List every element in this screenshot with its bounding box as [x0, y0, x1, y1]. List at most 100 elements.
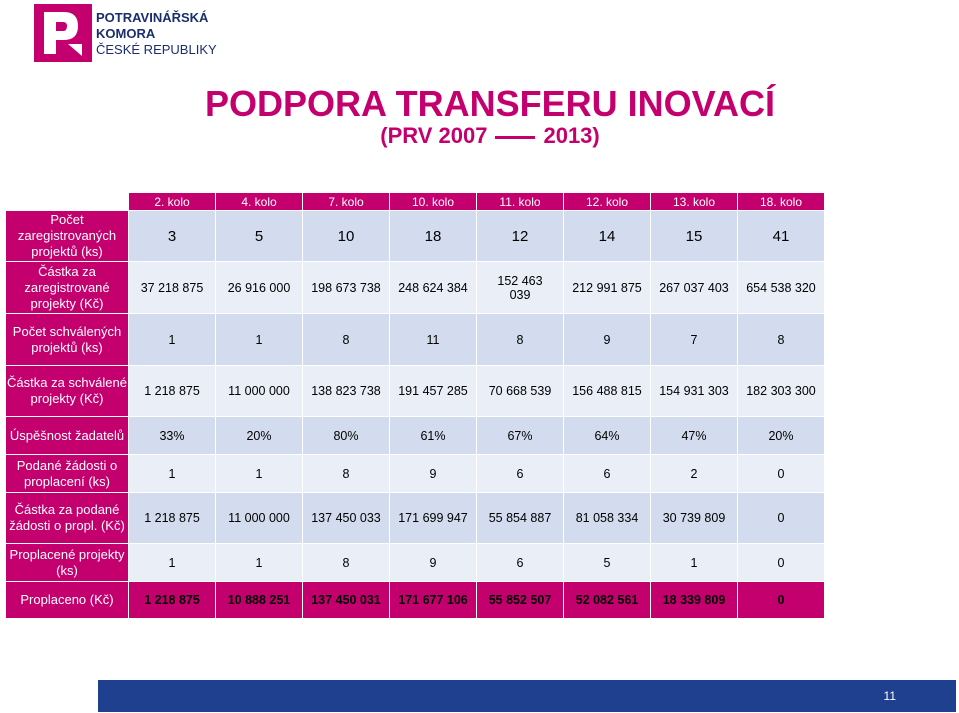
- table-total-row: Proplaceno (Kč) 1 218 875 10 888 251 137…: [5, 581, 825, 619]
- total-cell: 171 677 106: [389, 581, 477, 619]
- potravinarska-komora-logo-icon: [34, 4, 92, 62]
- table-cell: 212 991 875: [563, 261, 651, 314]
- column-header: 18. kolo: [737, 192, 825, 211]
- table-cell: 8: [302, 454, 390, 493]
- table-cell: 80%: [302, 416, 390, 455]
- table-cell: 2: [650, 454, 738, 493]
- table-cell: 12: [476, 210, 564, 262]
- table-row: Počet schválených projektů (ks) 1 1 8 11…: [5, 313, 825, 366]
- row-label: Podané žádosti o proplacení (ks): [5, 454, 129, 493]
- table-cell: 6: [476, 454, 564, 493]
- table-row: Počet zaregistrovaných projektů (ks) 3 5…: [5, 210, 825, 262]
- table-cell: 9: [389, 543, 477, 582]
- total-cell: 55 852 507: [476, 581, 564, 619]
- page-number: 11: [883, 689, 896, 703]
- table-row: Proplacené projekty (ks) 1 1 8 9 6 5 1 0: [5, 543, 825, 582]
- table-cell: 1: [215, 454, 303, 493]
- footer-bar: 11: [98, 680, 956, 712]
- table-cell: 5: [563, 543, 651, 582]
- table-cell: 6: [563, 454, 651, 493]
- funding-table: 2. kolo 4. kolo 7. kolo 10. kolo 11. kol…: [5, 192, 825, 619]
- table-cell: 8: [737, 313, 825, 366]
- table-header-row: 2. kolo 4. kolo 7. kolo 10. kolo 11. kol…: [5, 192, 825, 211]
- page-title: PODPORA TRANSFERU INOVACÍ: [204, 83, 776, 124]
- table-cell: 5: [215, 210, 303, 262]
- table-cell: 171 699 947: [389, 492, 477, 544]
- table-row: Podané žádosti o proplacení (ks) 1 1 8 9…: [5, 454, 825, 493]
- table-cell: 8: [476, 313, 564, 366]
- subtitle-left: (PRV 2007: [380, 123, 488, 148]
- row-label: Částka za zaregistrované projekty (Kč): [5, 261, 129, 314]
- table-cell: 64%: [563, 416, 651, 455]
- table-cell: 11 000 000: [215, 492, 303, 544]
- table-cell: 81 058 334: [563, 492, 651, 544]
- column-header: 2. kolo: [128, 192, 216, 211]
- total-cell: 10 888 251: [215, 581, 303, 619]
- table-cell: 198 673 738: [302, 261, 390, 314]
- row-label: Úspěšnost žadatelů: [5, 416, 129, 455]
- table-cell: 8: [302, 543, 390, 582]
- table-cell: 55 854 887: [476, 492, 564, 544]
- table-cell: 191 457 285: [389, 365, 477, 417]
- table-row: Částka za schválené projekty (Kč) 1 218 …: [5, 365, 825, 417]
- table-cell: 267 037 403: [650, 261, 738, 314]
- table-cell: 182 303 300: [737, 365, 825, 417]
- table-cell: 6: [476, 543, 564, 582]
- table-cell: 37 218 875: [128, 261, 216, 314]
- table-cell: 41: [737, 210, 825, 262]
- table-cell: 15: [650, 210, 738, 262]
- total-cell: 0: [737, 581, 825, 619]
- table-cell: 137 450 033: [302, 492, 390, 544]
- table-cell: 20%: [215, 416, 303, 455]
- table-cell: 11: [389, 313, 477, 366]
- subtitle-right: 2013): [543, 123, 600, 148]
- table-cell: 152 463 039: [476, 261, 564, 314]
- column-header: 13. kolo: [650, 192, 738, 211]
- table-cell: 20%: [737, 416, 825, 455]
- logo-text: POTRAVINÁŘSKÁ KOMORA ČESKÉ REPUBLIKY: [96, 10, 217, 58]
- table-cell: 9: [389, 454, 477, 493]
- table-cell: 3: [128, 210, 216, 262]
- total-cell: 137 450 031: [302, 581, 390, 619]
- table-cell: 9: [563, 313, 651, 366]
- total-cell: 1 218 875: [128, 581, 216, 619]
- page-subtitle: (PRV 2007 2013): [190, 122, 790, 150]
- column-header: 12. kolo: [563, 192, 651, 211]
- table-cell: 1: [215, 543, 303, 582]
- table-cell: 10: [302, 210, 390, 262]
- table-cell: 33%: [128, 416, 216, 455]
- table-cell: 1: [128, 543, 216, 582]
- table-row: Částka za zaregistrované projekty (Kč) 3…: [5, 261, 825, 314]
- logo-line2: KOMORA: [96, 26, 156, 41]
- row-label: Proplacené projekty (ks): [5, 543, 129, 582]
- column-header: 7. kolo: [302, 192, 390, 211]
- column-header: 4. kolo: [215, 192, 303, 211]
- table-cell: 67%: [476, 416, 564, 455]
- table-cell: 47%: [650, 416, 738, 455]
- total-label: Proplaceno (Kč): [5, 581, 129, 619]
- table-cell: 61%: [389, 416, 477, 455]
- table-cell: 70 668 539: [476, 365, 564, 417]
- table-cell: 26 916 000: [215, 261, 303, 314]
- row-label: Částka za podané žádosti o propl. (Kč): [5, 492, 129, 544]
- table-cell: 7: [650, 313, 738, 366]
- table-cell: 654 538 320: [737, 261, 825, 314]
- total-cell: 18 339 809: [650, 581, 738, 619]
- table-cell: 0: [737, 543, 825, 582]
- table-cell: 154 931 303: [650, 365, 738, 417]
- table-row: Úspěšnost žadatelů 33% 20% 80% 61% 67% 6…: [5, 416, 825, 455]
- table-cell: 11 000 000: [215, 365, 303, 417]
- table-cell: 14: [563, 210, 651, 262]
- table-row: Částka za podané žádosti o propl. (Kč) 1…: [5, 492, 825, 544]
- table-cell: 138 823 738: [302, 365, 390, 417]
- column-header: 10. kolo: [389, 192, 477, 211]
- table-cell: 156 488 815: [563, 365, 651, 417]
- row-label: Počet zaregistrovaných projektů (ks): [5, 210, 129, 262]
- table-cell: 30 739 809: [650, 492, 738, 544]
- row-label: Částka za schválené projekty (Kč): [5, 365, 129, 417]
- header-corner: [5, 192, 129, 211]
- table-cell: 1: [215, 313, 303, 366]
- logo-line3: ČESKÉ REPUBLIKY: [96, 42, 217, 57]
- logo-line1: POTRAVINÁŘSKÁ: [96, 10, 209, 25]
- table-cell: 0: [737, 492, 825, 544]
